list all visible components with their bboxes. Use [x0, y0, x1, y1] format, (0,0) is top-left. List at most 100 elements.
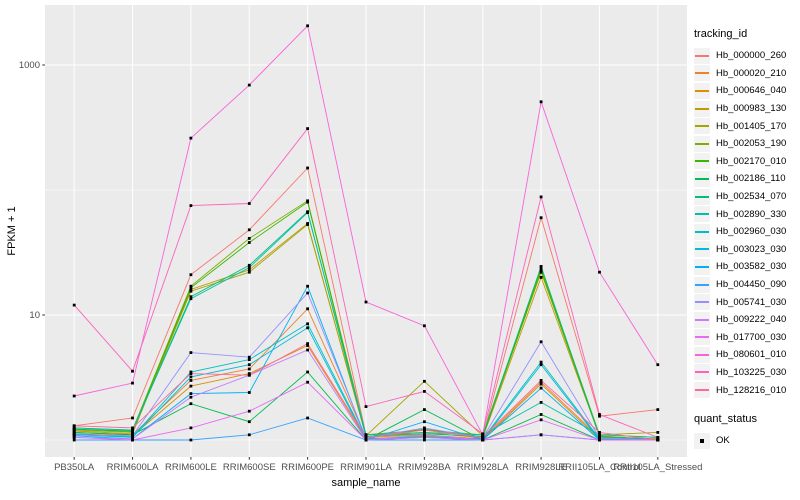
legend-line-swatch — [695, 318, 709, 321]
data-point — [306, 370, 309, 374]
data-point — [423, 428, 426, 432]
data-point — [189, 395, 193, 399]
legend-line-swatch — [695, 265, 709, 268]
legend-item-Hb_003582_030: Hb_003582_030 — [694, 258, 798, 276]
data-point — [598, 414, 601, 418]
quant-status-legend: quant_status OK — [694, 413, 798, 450]
x-tick-label: RRIM600LE — [165, 462, 217, 473]
data-point — [306, 166, 309, 170]
legend-line-swatch — [695, 248, 709, 251]
data-point — [539, 268, 543, 272]
data-point — [539, 386, 543, 390]
data-point — [131, 428, 134, 432]
data-point — [247, 83, 251, 87]
data-point — [539, 413, 543, 416]
x-tick-label: RRII105LA_Stressed — [613, 462, 702, 473]
legend-label: Hb_002170_010 — [716, 155, 787, 167]
data-point — [539, 401, 543, 404]
data-point — [306, 380, 309, 384]
data-point — [247, 367, 251, 371]
data-point — [598, 413, 601, 416]
legend-item-quant-OK: OK — [694, 432, 798, 450]
legend-item-Hb_002186_110: Hb_002186_110 — [694, 170, 798, 188]
legend-key — [694, 188, 710, 205]
legend-label: Hb_002960_030 — [716, 226, 787, 238]
data-point — [423, 431, 426, 434]
data-point — [423, 433, 426, 437]
legend-line-swatch — [695, 72, 709, 75]
data-point — [189, 288, 193, 291]
legend-line-swatch — [695, 301, 709, 304]
legend-key — [694, 223, 710, 240]
data-point — [481, 438, 485, 442]
legend-label: Hb_003023_030 — [716, 243, 787, 255]
data-point — [598, 433, 601, 437]
data-point — [189, 295, 193, 299]
legend-key — [694, 364, 710, 381]
legend-line-swatch — [695, 89, 709, 92]
legend-label: Hb_080601_010 — [716, 349, 787, 361]
data-point — [72, 424, 76, 428]
legend-line-swatch — [695, 371, 709, 374]
legend-label: Hb_001405_170 — [716, 120, 787, 132]
legend-label: Hb_128216_010 — [716, 384, 787, 396]
data-point — [539, 382, 543, 386]
data-point — [247, 355, 251, 359]
data-point — [247, 241, 251, 244]
data-point — [189, 438, 193, 442]
x-tick-label: PB350LA — [54, 462, 95, 473]
legend-item-Hb_002170_010: Hb_002170_010 — [694, 153, 798, 171]
data-point — [131, 426, 134, 430]
legend-item-Hb_002534_070: Hb_002534_070 — [694, 188, 798, 206]
data-point — [72, 303, 76, 307]
legend-item-Hb_000020_210: Hb_000020_210 — [694, 65, 798, 83]
data-point — [247, 373, 251, 377]
data-point — [539, 379, 543, 382]
data-point — [189, 286, 193, 290]
legend-line-swatch — [695, 125, 709, 128]
legend-label: Hb_002186_110 — [716, 173, 786, 185]
data-point — [539, 363, 543, 367]
legend-key — [694, 382, 710, 399]
data-point — [364, 436, 368, 439]
data-point — [539, 216, 543, 220]
legend-key — [694, 170, 710, 187]
x-tick-label: RRIM600SE — [223, 462, 276, 473]
legend-item-Hb_001405_170: Hb_001405_170 — [694, 117, 798, 135]
legend-key — [694, 294, 710, 311]
y-axis-title: FPKM + 1 — [6, 206, 18, 255]
data-point — [72, 433, 76, 437]
x-tick-label: RRIM928LA — [457, 462, 509, 473]
data-point — [598, 431, 601, 434]
data-point — [364, 438, 368, 442]
data-point — [189, 372, 193, 375]
data-point — [539, 270, 543, 274]
data-point — [423, 426, 426, 430]
data-point — [189, 402, 193, 406]
data-point — [247, 268, 251, 272]
data-point — [189, 384, 193, 388]
data-point — [306, 291, 309, 295]
data-point — [189, 284, 193, 288]
legend-label: Hb_002890_330 — [716, 208, 787, 220]
legend-key — [694, 241, 710, 258]
data-point — [247, 266, 251, 269]
data-point — [423, 420, 426, 424]
data-point — [598, 438, 601, 442]
data-point — [189, 370, 193, 374]
legend-line-swatch — [695, 213, 709, 216]
legend-label: Hb_000646_040 — [716, 85, 787, 97]
legend-label: Hb_002053_190 — [716, 138, 787, 150]
data-point — [306, 223, 309, 226]
legend-key — [694, 82, 710, 99]
legend-label: Hb_000020_210 — [716, 67, 787, 79]
x-tick-label: RRIM901LA — [340, 462, 392, 473]
data-point — [539, 100, 543, 104]
data-point — [306, 307, 309, 311]
legend-line-swatch — [695, 142, 709, 145]
legend-line-swatch — [695, 107, 709, 110]
data-point — [72, 394, 76, 398]
legend-label: Hb_000983_130 — [716, 103, 787, 115]
data-point — [423, 438, 426, 442]
